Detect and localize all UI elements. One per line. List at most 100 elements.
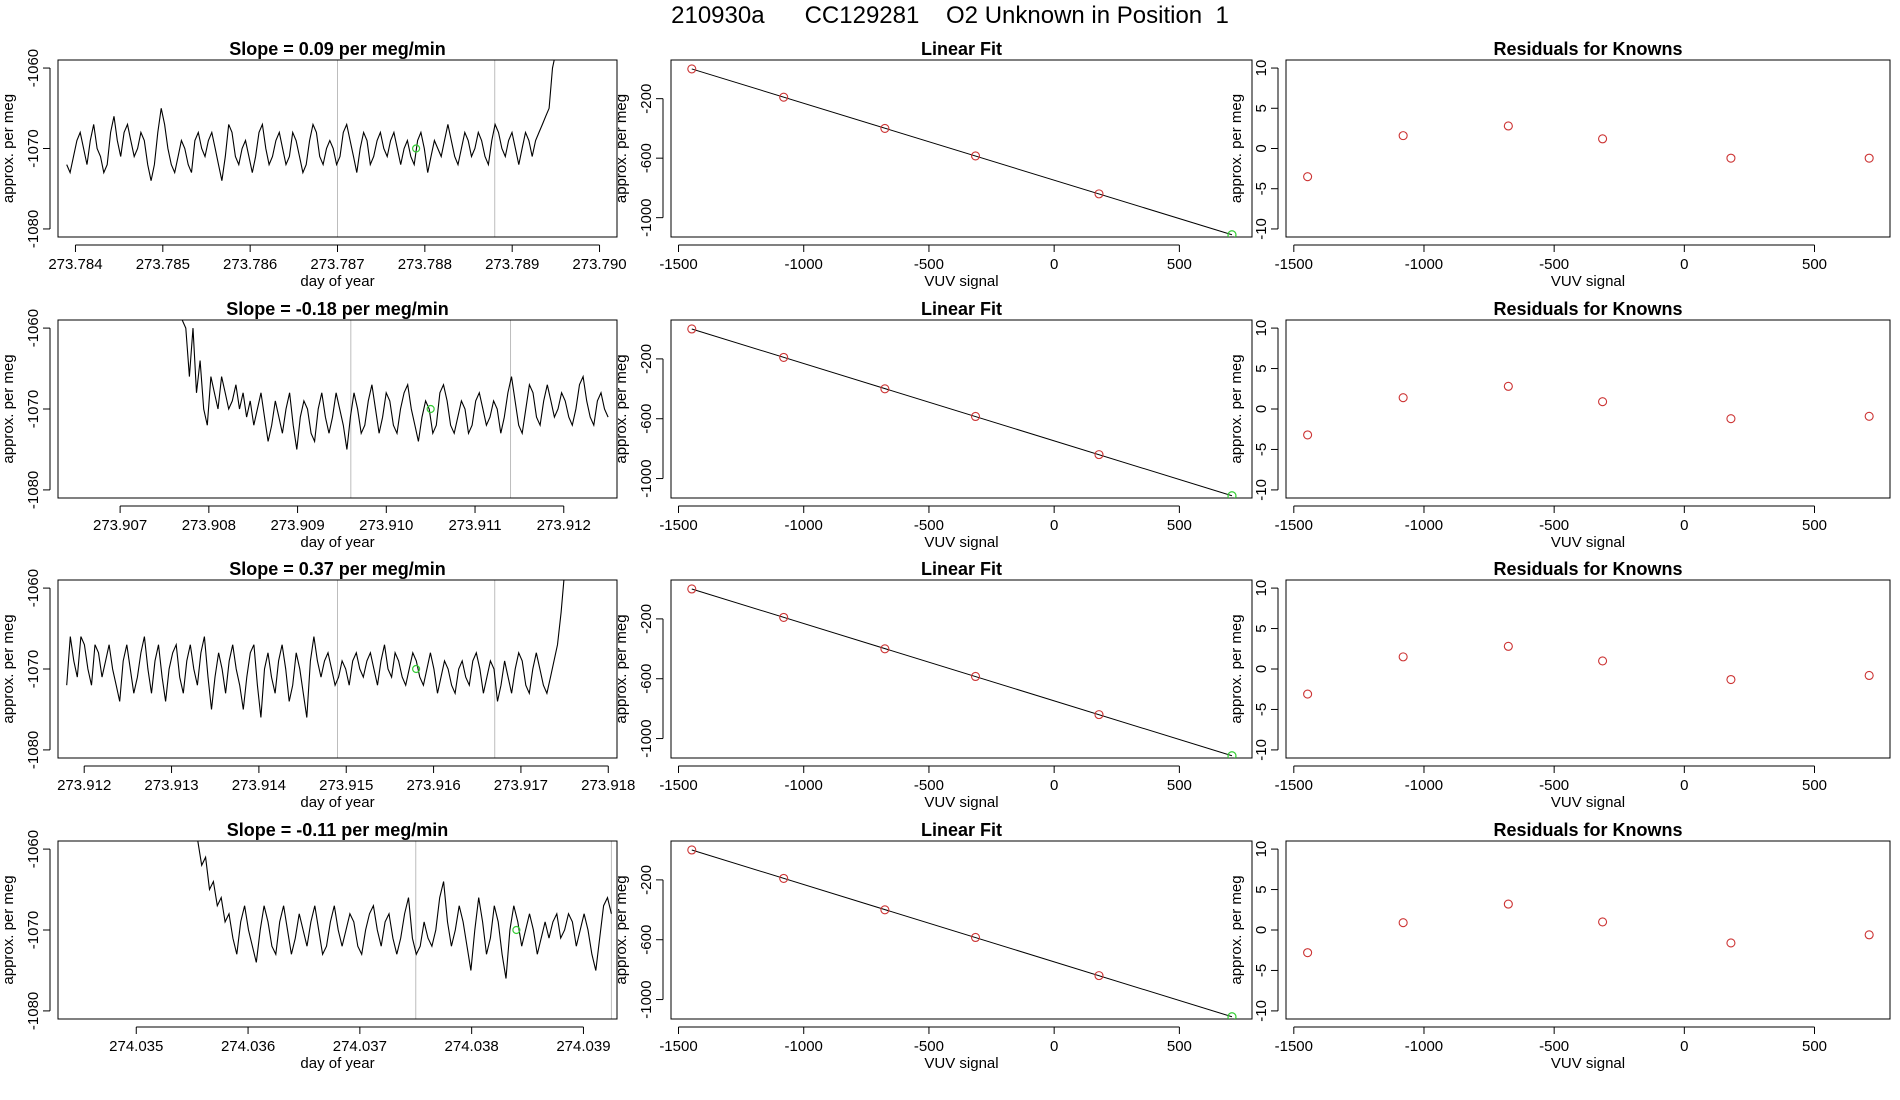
x-axis: -1500 -1000 -500 0 500 VUV signal — [659, 765, 1192, 811]
panel-title: Slope = -0.18 per meg/min — [226, 299, 449, 319]
x-axis: -1500 -1000 -500 0 500 VUV signal — [1275, 244, 1827, 290]
residual-point — [1303, 689, 1313, 699]
x-tick-label: -500 — [914, 256, 944, 273]
known-point — [687, 324, 697, 334]
plot-frame — [57, 579, 618, 759]
known-point — [1094, 450, 1104, 460]
x-axis: -1500 -1000 -500 0 500 VUV signal — [659, 505, 1192, 551]
y-tick-label: -1060 — [25, 830, 42, 868]
x-tick-label: 273.790 — [572, 256, 626, 273]
x-axis: -1500 -1000 -500 0 500 VUV signal — [659, 244, 1192, 290]
y-axis-label: approx. per meg — [0, 94, 17, 203]
known-point — [687, 845, 697, 855]
x-tick-label: 273.911 — [448, 517, 501, 534]
series-line — [66, 60, 555, 181]
known-point — [1094, 971, 1104, 981]
known-point — [687, 64, 697, 74]
y-tick-label: -200 — [638, 604, 655, 634]
y-tick-label: -1000 — [638, 459, 655, 497]
y-tick-label: -1070 — [25, 650, 42, 688]
residual-point — [1864, 670, 1874, 681]
residual-point — [1864, 411, 1874, 421]
x-axis-label: day of year — [300, 273, 374, 290]
y-tick-label: -600 — [638, 404, 655, 434]
x-tick-label: -1500 — [659, 256, 697, 273]
y-tick-label: -5 — [1253, 443, 1270, 456]
x-tick-label: -1500 — [659, 517, 697, 534]
residual-point — [1503, 381, 1513, 391]
x-tick-label: 500 — [1802, 777, 1827, 794]
x-tick-label: 273.788 — [398, 256, 452, 273]
residual-point — [1598, 134, 1608, 144]
x-axis-label: VUV signal — [924, 1055, 998, 1072]
x-tick-label: -1500 — [659, 777, 697, 794]
residual-point — [1303, 172, 1313, 182]
x-axis-label: VUV signal — [924, 794, 998, 811]
x-tick-label: 500 — [1802, 256, 1827, 273]
x-tick-label: -500 — [914, 777, 944, 794]
y-axis-label: approx. per meg — [1228, 614, 1245, 723]
x-tick-label: -1500 — [1275, 256, 1313, 273]
unknown-point — [1227, 1012, 1237, 1019]
x-tick-label: -500 — [1539, 256, 1569, 273]
y-axis: -1080 -1070 -1060 approx. per meg — [0, 309, 51, 509]
residual-point — [1726, 414, 1736, 424]
x-tick-label: 500 — [1802, 1038, 1827, 1055]
known-point — [779, 352, 789, 362]
x-tick-label: 274.038 — [445, 1038, 499, 1055]
y-tick-label: 5 — [1253, 624, 1270, 632]
y-tick-label: 10 — [1253, 60, 1270, 77]
x-tick-label: -1500 — [659, 1038, 697, 1055]
plot-frame — [57, 840, 618, 1020]
x-axis-label: VUV signal — [1551, 273, 1625, 290]
x-tick-label: 273.917 — [494, 777, 548, 794]
residuals-panel-4: Residuals for Knowns -1500 -1000 -500 0 500 VU… — [1228, 820, 1891, 1072]
y-tick-label: -600 — [638, 925, 655, 955]
residuals-panel-1: Residuals for Knowns -1500 -1000 -500 0 500 VU… — [1228, 39, 1891, 290]
x-tick-label: 274.037 — [333, 1038, 387, 1055]
plot-area — [66, 580, 565, 718]
y-tick-label: -200 — [638, 344, 655, 374]
panel-title: Residuals for Knowns — [1493, 559, 1682, 579]
residual-point — [1598, 656, 1608, 666]
x-tick-label: 0 — [1050, 777, 1058, 794]
x-tick-label: 273.916 — [406, 777, 460, 794]
y-axis: -1000 -600 -200 approx. per meg — [613, 865, 664, 1019]
y-tick-label: -10 — [1253, 1000, 1270, 1022]
x-axis-label: VUV signal — [924, 534, 998, 551]
y-tick-label: -10 — [1253, 739, 1270, 761]
panel-title: Linear Fit — [921, 39, 1002, 59]
y-tick-label: -1000 — [638, 980, 655, 1018]
cylinder-id: CC129281 — [804, 2, 920, 29]
x-tick-label: -1000 — [785, 777, 823, 794]
y-tick-label: 5 — [1253, 885, 1270, 893]
unknown-point — [512, 925, 521, 935]
unknown-point — [1227, 751, 1237, 758]
y-axis-label: approx. per meg — [613, 614, 630, 723]
y-tick-label: -1070 — [25, 911, 42, 949]
y-tick-label: -1070 — [25, 129, 42, 167]
x-axis-label: VUV signal — [1551, 1055, 1625, 1072]
y-axis: -1080 -1070 -1060 approx. per meg — [0, 569, 51, 769]
fit-line — [691, 849, 1233, 1018]
known-point — [880, 905, 890, 915]
residual-point — [1503, 641, 1513, 651]
x-tick-label: -500 — [914, 1038, 944, 1055]
plot-area — [197, 841, 612, 979]
x-tick-label: 274.035 — [109, 1038, 163, 1055]
plot-area — [687, 584, 1237, 758]
x-axis: -1500 -1000 -500 0 500 VUV signal — [1275, 505, 1827, 551]
y-tick-label: 0 — [1253, 665, 1270, 673]
y-axis: -1000 -600 -200 approx. per meg — [613, 344, 664, 498]
x-tick-label: 273.789 — [485, 256, 539, 273]
known-point — [970, 671, 981, 682]
y-tick-label: -1080 — [25, 731, 42, 769]
known-point — [880, 644, 890, 654]
y-tick-label: -1070 — [25, 390, 42, 428]
x-tick-label: -500 — [1539, 777, 1569, 794]
y-axis: -10 -5 0 5 10 approx. per meg — [1228, 60, 1279, 240]
x-tick-label: -1500 — [1275, 777, 1313, 794]
plot-frame — [57, 319, 618, 499]
